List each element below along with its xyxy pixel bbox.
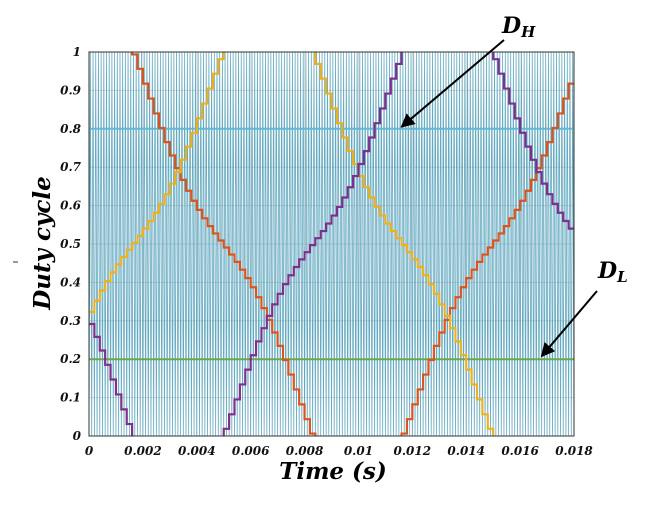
x-tick-labels: 0 0.002 0.004 0.006 0.008 0.01 0.012 0.014 0.016…	[85, 444, 594, 458]
x-tick-label-8: 0.016	[501, 444, 539, 458]
x-tick-label-3: 0.006	[232, 444, 270, 458]
y-tick-label-4: 0.4	[60, 275, 81, 289]
annotation-arrow-DL	[540, 290, 598, 358]
y-tick-label-2: 0.2	[60, 352, 81, 366]
plot-frame	[88, 51, 575, 437]
series-line-2	[89, 52, 574, 436]
annotation-arrow-DH	[400, 39, 505, 128]
x-tick-label-4: 0.008	[286, 444, 324, 458]
y-tick-label-5: 0.5	[60, 237, 81, 251]
x-tick-label-9: 0.018	[555, 444, 593, 458]
annotation-label-DH: DH	[501, 13, 536, 41]
y-tick-label-6: 0.6	[60, 199, 82, 213]
y-tick-label-3: 0.3	[60, 314, 81, 328]
y-tick-label-10: 1	[73, 45, 81, 59]
x-tick-label-2: 0.004	[178, 444, 216, 458]
series-line-1	[89, 52, 495, 436]
x-tick-label-5: 0.01	[344, 444, 373, 458]
x-tick-label-7: 0.014	[447, 444, 485, 458]
y-tick-label-9: 0.9	[60, 83, 82, 97]
y-tick-labels: 0 0.1 0.2 0.3 0.4 0.5 0.6 0.7 0.8 0.9 1	[60, 45, 82, 443]
y-tick-label-8: 0.8	[60, 122, 82, 136]
x-tick-label-6: 0.012	[394, 444, 432, 458]
series-line-0	[131, 52, 574, 436]
annotation-label-DL: DL	[597, 258, 628, 286]
x-tick-label-1: 0.002	[124, 444, 162, 458]
x-axis-title: Time (s)	[279, 458, 387, 485]
y-tick-label-1: 0.1	[60, 391, 81, 405]
annotations: DH DL	[400, 13, 628, 358]
threshold-lines	[89, 127, 574, 361]
x-tick-label-0: 0	[85, 444, 94, 458]
series-group	[89, 52, 574, 436]
y-axis-title: Duty cycle	[29, 176, 56, 310]
y-tick-label-0: 0	[73, 429, 82, 443]
y-tick-label-7: 0.7	[60, 160, 82, 174]
